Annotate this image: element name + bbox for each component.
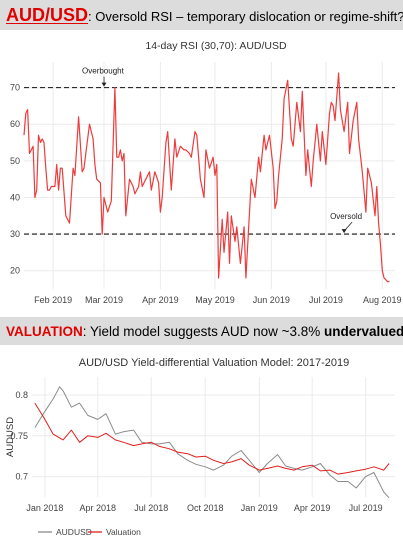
arrowhead [341, 229, 347, 234]
banner-ticker: AUD/USD [6, 5, 89, 25]
y-axis: 20 30 40 50 60 70 [10, 83, 20, 276]
x-tick-label: Jan 2018 [26, 503, 63, 513]
annotations: Overbought Oversold [82, 67, 362, 234]
y-tick-label: 40 [10, 192, 20, 202]
x-tick-label: Apr 2019 [142, 295, 179, 305]
x-tick-label: Mar 2019 [85, 295, 123, 305]
x-tick-label: Feb 2019 [34, 295, 72, 305]
banner-label: VALUATION [6, 324, 83, 339]
series-line-valuation [34, 402, 390, 475]
y-tick-label: 0.75 [10, 431, 28, 441]
x-tick-label: Jul 2018 [134, 503, 168, 513]
x-axis: Feb 2019 Mar 2019 Apr 2019 May 2019 Jun 2019… [34, 295, 401, 305]
y-axis: 0.7 0.75 0.8 [10, 390, 28, 482]
x-tick-label: Oct 2018 [187, 503, 224, 513]
y-tick-label: 20 [10, 266, 20, 276]
y-tick-label: 30 [10, 229, 20, 239]
legend: AUDUSD Valuation [38, 527, 141, 537]
banner-headline: : Yield model suggests AUD now ~3.8% [82, 324, 325, 339]
valuation-chart: AUD/USD Yield-differential Valuation Mod… [5, 357, 395, 537]
banner-headline: : Oversold RSI – temporary dislocation o… [88, 9, 403, 24]
chart-title: 14-day RSI (30,70): AUD/USD [145, 40, 287, 52]
x-tick-label: Jul 2019 [349, 503, 383, 513]
rsi-series [23, 72, 390, 283]
x-tick-label: May 2019 [195, 295, 235, 305]
annotation-oversold: Oversold [330, 212, 362, 221]
rsi-chart: 14-day RSI (30,70): AUD/USD 20 30 40 50 60 70… [10, 40, 402, 305]
chart-title: AUD/USD Yield-differential Valuation Mod… [79, 357, 349, 369]
x-tick-label: Apr 2018 [80, 503, 117, 513]
valuation-series [34, 386, 390, 499]
y-tick-label: 0.8 [15, 390, 28, 400]
legend-label: AUDUSD [56, 527, 92, 537]
series-line-audusd [34, 386, 390, 499]
valuation-banner: VALUATION: Yield model suggests AUD now … [0, 317, 403, 345]
rsi-banner: AUD/USD: Oversold RSI – temporary disloc… [0, 0, 403, 30]
reference-lines [24, 87, 395, 235]
banner-emphasis: undervalued [324, 324, 403, 339]
y-tick-label: 50 [10, 156, 20, 166]
annotation-overbought: Overbought [82, 67, 125, 76]
y-tick-label: 70 [10, 83, 20, 93]
y-tick-label: 60 [10, 119, 20, 129]
rsi-line [23, 72, 390, 283]
x-tick-label: Jan 2019 [241, 503, 278, 513]
x-tick-label: Aug 2019 [363, 295, 402, 305]
x-tick-label: Jul 2019 [309, 295, 343, 305]
legend-label: Valuation [106, 527, 141, 537]
arrowhead [101, 82, 107, 87]
x-tick-label: Apr 2019 [294, 503, 331, 513]
x-axis: Jan 2018 Apr 2018 Jul 2018 Oct 2018 Jan 2019… [26, 503, 382, 513]
x-tick-label: Jun 2019 [253, 295, 290, 305]
y-tick-label: 0.7 [15, 472, 28, 482]
y-axis-label: AUDUSD [5, 417, 16, 457]
